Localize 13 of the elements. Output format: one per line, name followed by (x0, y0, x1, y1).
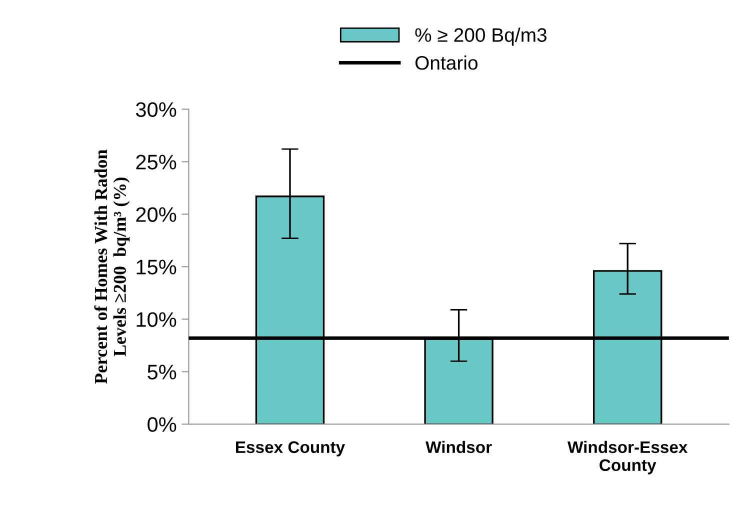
y-tick-label: 20% (136, 207, 176, 222)
y-tick-label: 25% (136, 154, 176, 170)
y-tick-label: 30% (136, 102, 176, 117)
x-tick-label: Windsor-Essex County (568, 440, 688, 474)
x-tick-label: Essex County (236, 441, 346, 456)
y-tick-label: 15% (136, 260, 176, 274)
y-tick-label: 0% (148, 417, 176, 432)
y-tick-label: 5% (148, 364, 176, 380)
legend-label: Ontario (415, 56, 478, 70)
y-axis-title: Percent of Homes With Radon Levels ≥200 bq/m³ (%) (94, 150, 130, 384)
x-tick-label: Windsor (426, 440, 492, 454)
y-tick-label: 10% (136, 312, 176, 327)
legend-label: % ≥ 200 Bq/m3 (415, 28, 546, 46)
